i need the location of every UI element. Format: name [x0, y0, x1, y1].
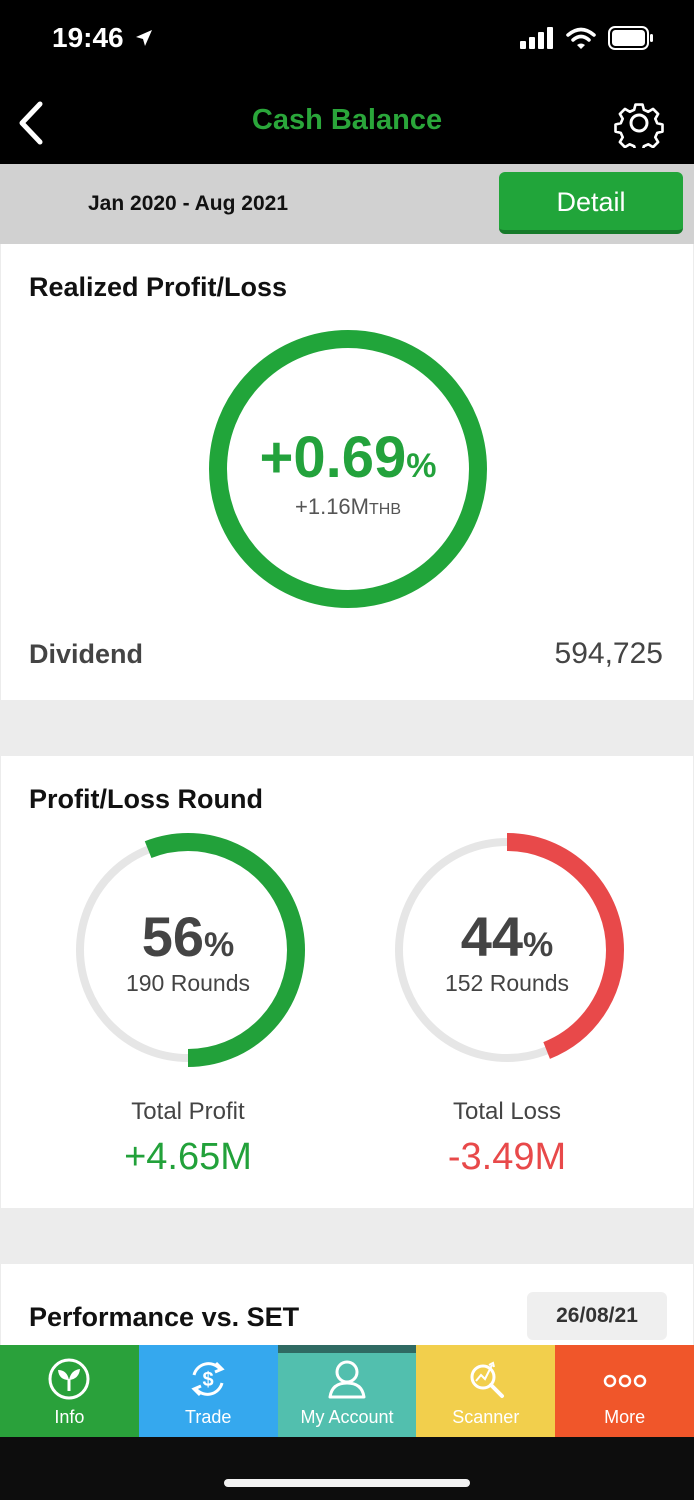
svg-text:$: $: [203, 1369, 214, 1391]
performance-date-chip[interactable]: 26/08/21: [527, 1292, 667, 1340]
loss-ring: [390, 833, 624, 1067]
total-loss-value: -3.49M: [447, 1136, 567, 1178]
battery-icon: [608, 26, 654, 55]
status-time: 19:46: [52, 22, 124, 53]
cellular-signal-icon: [520, 27, 554, 54]
total-profit-value: +4.65M: [124, 1136, 252, 1178]
realized-amount-value: +1.16M: [295, 494, 369, 519]
user-icon: [278, 1357, 417, 1401]
loss-percent-value: 44: [460, 905, 524, 968]
home-indicator-area: [0, 1437, 694, 1500]
tab-info[interactable]: Info: [0, 1345, 139, 1437]
realized-percent-value: +0.69: [259, 425, 407, 490]
dividend-value: 594,725: [554, 637, 663, 670]
tab-more-label: More: [604, 1407, 646, 1427]
home-indicator[interactable]: [224, 1479, 470, 1487]
date-filter-bar: Jan 2020 - Aug 2021 Detail: [0, 164, 694, 244]
profit-loss-round-card: Profit/Loss Round 56% 190 Rounds Total P…: [1, 756, 693, 1208]
settings-button[interactable]: [614, 98, 664, 153]
loss-percent: 44%: [389, 904, 625, 969]
date-range-label[interactable]: Jan 2020 - Aug 2021: [88, 192, 288, 215]
profit-percent-sign: %: [204, 926, 235, 964]
tab-my-account-label: My Account: [300, 1407, 394, 1427]
status-bar: 19:46: [0, 0, 694, 80]
bottom-tab-bar: Info $ Trade My Account: [0, 1345, 694, 1437]
tab-trade-label: Trade: [185, 1407, 232, 1427]
plant-icon: [0, 1357, 139, 1401]
tab-trade[interactable]: $ Trade: [138, 1345, 278, 1437]
detail-button[interactable]: Detail: [499, 172, 683, 234]
navigation-bar: Cash Balance: [0, 80, 694, 164]
performance-title: Performance vs. SET: [29, 1302, 300, 1332]
profit-ring-arc: [71, 833, 305, 1067]
profit-rounds: 190 Rounds: [125, 970, 251, 996]
tab-scanner[interactable]: Scanner: [416, 1345, 556, 1437]
tab-more[interactable]: More: [555, 1345, 694, 1437]
realized-ring: [209, 330, 487, 608]
loss-rounds: 152 Rounds: [444, 970, 570, 996]
content-scroll-area[interactable]: Realized Profit/Loss +0.69% +1.16MTHB Di…: [0, 244, 694, 1345]
realized-profit-loss-card: Realized Profit/Loss +0.69% +1.16MTHB Di…: [1, 244, 693, 700]
loss-ring-arc: [390, 833, 624, 1067]
profit-percent-value: 56: [141, 905, 205, 968]
profit-ring: [71, 833, 305, 1067]
total-profit-label: Total Profit: [131, 1098, 245, 1125]
tab-my-account[interactable]: My Account: [277, 1345, 417, 1437]
realized-amount: +1.16MTHB: [208, 494, 488, 520]
rounds-title: Profit/Loss Round: [29, 784, 263, 814]
dividend-label: Dividend: [29, 639, 144, 669]
dollar-cycle-icon: $: [139, 1357, 278, 1401]
loss-percent-sign: %: [523, 926, 554, 964]
page-title: Cash Balance: [251, 104, 443, 136]
gear-icon: [614, 103, 664, 153]
performance-card: Performance vs. SET 26/08/21: [1, 1264, 693, 1345]
chevron-left-icon: [19, 101, 43, 145]
realized-percent: +0.69%: [208, 424, 488, 491]
status-icons: [520, 26, 654, 55]
realized-percent-sign: %: [406, 447, 437, 485]
tab-info-label: Info: [54, 1407, 85, 1427]
back-button[interactable]: [12, 98, 52, 148]
realized-title: Realized Profit/Loss: [29, 272, 288, 302]
location-arrow-icon: [134, 28, 154, 53]
realized-amount-unit: THB: [369, 501, 401, 518]
profit-percent: 56%: [70, 904, 306, 969]
total-loss-label: Total Loss: [452, 1098, 562, 1125]
tab-scanner-label: Scanner: [452, 1407, 520, 1427]
magnifier-icon: [416, 1357, 555, 1401]
more-dots-icon: [555, 1357, 694, 1401]
wifi-icon: [566, 27, 596, 54]
